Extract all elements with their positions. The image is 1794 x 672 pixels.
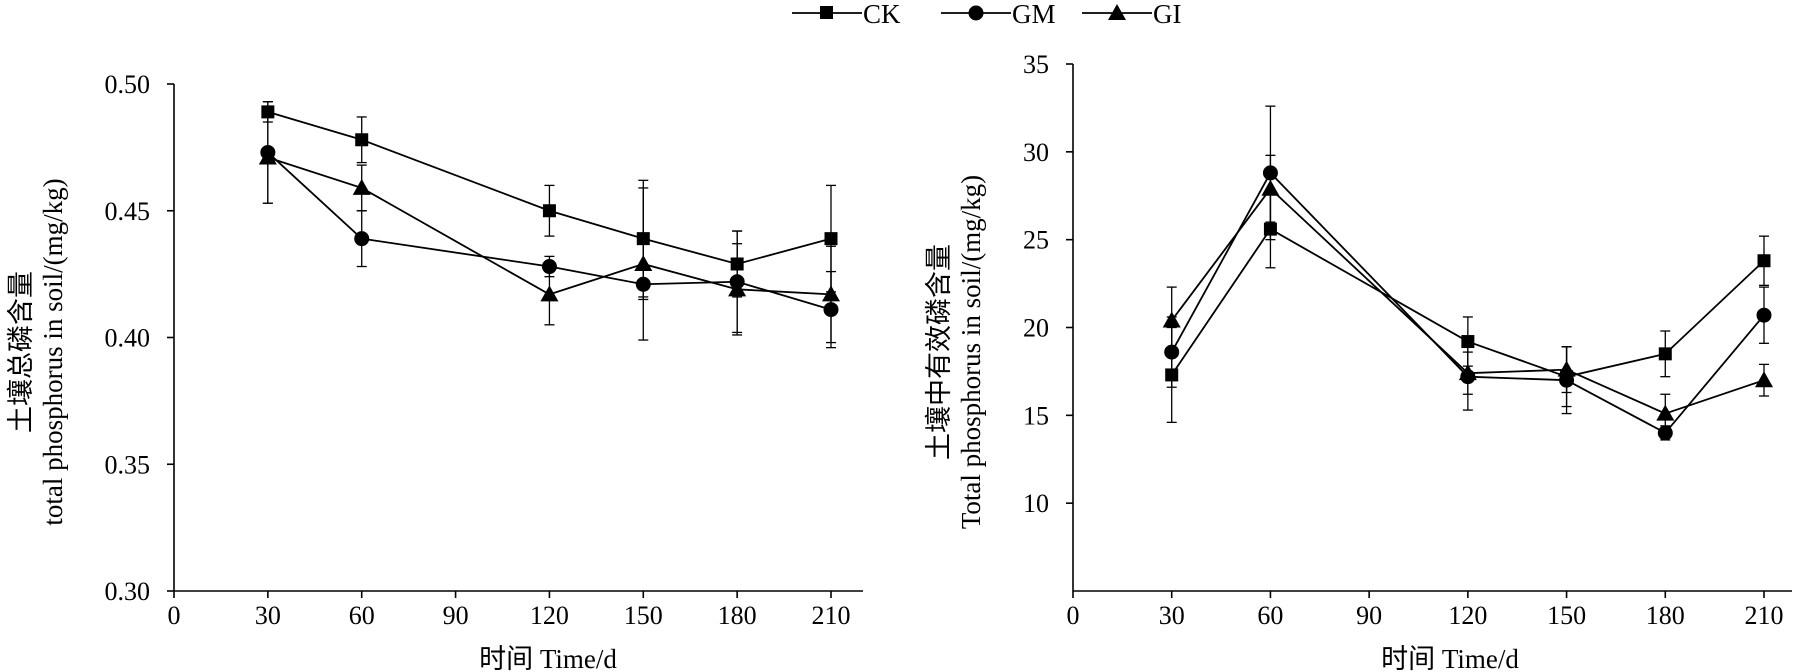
legend-ck-label: CK [863, 0, 901, 29]
x-axis-label: 时间 Time/d [1381, 644, 1519, 672]
y-tick-label: 15 [1023, 401, 1049, 430]
point-gi [1656, 404, 1675, 421]
y-tick-label: 20 [1023, 314, 1049, 343]
point-ck [824, 232, 838, 246]
x-tick-label: 150 [1547, 601, 1586, 630]
x-tick-label: 210 [1745, 601, 1784, 630]
y-tick-label: 0.50 [105, 70, 151, 99]
point-gm [354, 231, 370, 247]
point-ck [1658, 347, 1672, 361]
point-gi [728, 280, 747, 297]
point-gi [1162, 311, 1181, 328]
point-ck [1757, 254, 1771, 268]
x-tick-label: 90 [1356, 601, 1382, 630]
x-tick-label: 0 [1067, 601, 1080, 630]
y-tick-label: 25 [1023, 226, 1049, 255]
point-gi [352, 178, 371, 195]
x-tick-label: 90 [443, 601, 469, 630]
y-tick-label: 0.35 [105, 450, 151, 479]
point-gi [634, 254, 653, 271]
y-tick-label: 10 [1023, 489, 1049, 518]
x-tick-label: 180 [1646, 601, 1685, 630]
point-gi [1261, 179, 1280, 196]
legend-gi-marker [1108, 4, 1126, 20]
point-gi [1755, 371, 1773, 388]
y-tick-label: 35 [1023, 50, 1049, 79]
point-gi [1458, 364, 1477, 381]
x-tick-label: 120 [1448, 601, 1487, 630]
x-axis-label: 时间 Time/d [479, 644, 617, 672]
point-gi [1557, 360, 1576, 377]
x-tick-label: 120 [530, 601, 569, 630]
series-line-gi [1170, 187, 1765, 415]
x-tick-label: 0 [168, 601, 181, 630]
x-tick-label: 180 [718, 601, 757, 630]
series-line-ck [267, 111, 832, 265]
y-tick-label: 0.40 [105, 324, 151, 353]
total-phosphorus-chart: 0 30 60 90 120 150 180 2100.300.350.400.450.50 … [6, 70, 863, 672]
point-ck [355, 133, 369, 147]
y-axis-label-en: Total phosphorus in soil/(mg/kg) [956, 175, 986, 529]
point-gi [258, 148, 277, 165]
x-tick-label: 150 [624, 601, 663, 630]
y-axis-label-cn: 土壤中有效磷含量 [924, 244, 954, 460]
x-tick-label: 60 [349, 601, 375, 630]
series-line-ck [1170, 227, 1765, 378]
legend-gm-label: GM [1012, 0, 1056, 29]
x-tick-label: 30 [1159, 601, 1185, 630]
x-tick-label: 60 [1257, 601, 1283, 630]
y-axis-label-en: total phosphorus in soil/(mg/kg) [38, 178, 68, 525]
legend-gi-label: GI [1153, 0, 1182, 29]
series-line-gm [267, 151, 832, 311]
y-tick-label: 30 [1023, 138, 1049, 167]
legend: CK GM GI [792, 0, 1182, 29]
point-ck [1461, 335, 1475, 349]
point-gi [822, 285, 840, 302]
y-tick-label: 0.45 [105, 197, 151, 226]
legend-ck-marker [820, 6, 833, 19]
point-ck [542, 204, 556, 218]
x-tick-label: 210 [812, 601, 851, 630]
point-gm [1756, 307, 1772, 323]
available-phosphorus-chart: 0 30 60 90 120 150 180 210 10 15 20 25 30 35 时间 Time/… [924, 50, 1792, 672]
legend-gm-marker [968, 5, 984, 21]
point-gi [540, 285, 559, 302]
x-tick-label: 30 [255, 601, 281, 630]
series-line-gm [1170, 171, 1765, 435]
y-tick-label: 0.30 [105, 577, 151, 606]
series-line-gi [267, 156, 832, 296]
y-axis-label-cn: 土壤总磷含量 [6, 271, 36, 433]
